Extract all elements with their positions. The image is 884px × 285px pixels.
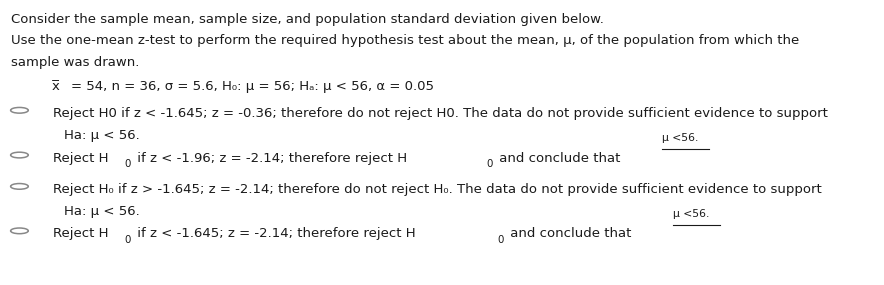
Text: μ <56.: μ <56. — [673, 209, 710, 219]
Text: 0: 0 — [498, 235, 504, 245]
Text: and conclude that: and conclude that — [506, 227, 636, 241]
Text: Reject H: Reject H — [53, 227, 109, 241]
Text: 0: 0 — [125, 159, 131, 169]
Text: 0: 0 — [125, 235, 131, 245]
Text: = 54, n = 36, σ = 5.6, H₀: μ = 56; Hₐ: μ < 56, α = 0.05: = 54, n = 36, σ = 5.6, H₀: μ = 56; Hₐ: μ… — [71, 80, 434, 93]
Text: Consider the sample mean, sample size, and population standard deviation given b: Consider the sample mean, sample size, a… — [11, 13, 604, 26]
Text: μ <56.: μ <56. — [662, 133, 698, 143]
Text: and conclude that: and conclude that — [495, 152, 624, 165]
Text: Reject H: Reject H — [53, 152, 109, 165]
Text: Use the one-mean z-test to perform the required hypothesis test about the mean, : Use the one-mean z-test to perform the r… — [11, 34, 799, 47]
Text: Ha: μ < 56.: Ha: μ < 56. — [64, 205, 140, 218]
Text: sample was drawn.: sample was drawn. — [11, 56, 139, 69]
Text: Reject H₀ if z > -1.645; z = -2.14; therefore do not reject H₀. The data do not : Reject H₀ if z > -1.645; z = -2.14; ther… — [53, 183, 822, 196]
Text: Reject H0 if z < -1.645; z = -0.36; therefore do not reject H0. The data do not : Reject H0 if z < -1.645; z = -0.36; ther… — [53, 107, 828, 120]
Text: Ha: μ < 56.: Ha: μ < 56. — [64, 129, 140, 142]
Text: x̅: x̅ — [51, 80, 59, 93]
Text: if z < -1.645; z = -2.14; therefore reject H: if z < -1.645; z = -2.14; therefore reje… — [133, 227, 415, 241]
Text: if z < -1.96; z = -2.14; therefore reject H: if z < -1.96; z = -2.14; therefore rejec… — [133, 152, 407, 165]
Text: 0: 0 — [486, 159, 493, 169]
